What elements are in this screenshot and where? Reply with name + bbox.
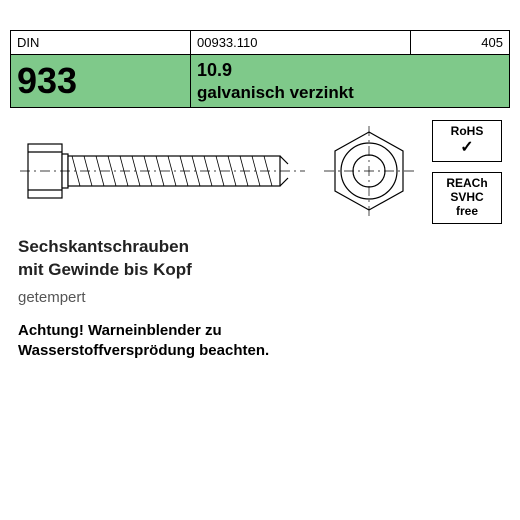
reach-badge: REACh SVHC free	[432, 172, 502, 223]
din-number: 933	[17, 63, 184, 99]
rohs-check-icon: ✓	[435, 139, 499, 157]
grade-finish-cell: 10.9 galvanisch verzinkt	[191, 55, 509, 107]
reach-line1: REACh	[435, 177, 499, 191]
product-card: DIN 00933.110 405 933 10.9 galvanisch ve…	[10, 30, 510, 410]
desc-line2: mit Gewinde bis Kopf	[18, 259, 192, 282]
desc-line1: Sechskantschrauben	[18, 236, 192, 259]
header-row: DIN 00933.110 405	[10, 30, 510, 54]
desc-line3: getempert	[18, 288, 192, 308]
reach-line3: free	[435, 205, 499, 219]
rohs-badge: RoHS ✓	[432, 120, 502, 162]
green-row: 933 10.9 galvanisch verzinkt	[10, 54, 510, 108]
product-code: 00933.110	[191, 31, 411, 54]
warning-line2: Wasserstoffversprödung beachten.	[18, 341, 269, 361]
compliance-badges: RoHS ✓ REACh SVHC free	[432, 120, 502, 224]
warning-block: Achtung! Warneinblender zu Wasserstoffve…	[18, 321, 269, 360]
right-code: 405	[411, 31, 509, 54]
bolt-head-hex-drawing	[324, 126, 414, 216]
strength-grade: 10.9	[197, 60, 503, 81]
din-label: DIN	[11, 31, 191, 54]
bolt-side-drawing	[20, 126, 310, 216]
reach-line2: SVHC	[435, 191, 499, 205]
rohs-label: RoHS	[435, 125, 499, 139]
warning-line1: Achtung! Warneinblender zu	[18, 321, 269, 341]
description-block: Sechskantschrauben mit Gewinde bis Kopf …	[18, 236, 192, 308]
din-number-cell: 933	[11, 55, 191, 107]
finish-text: galvanisch verzinkt	[197, 83, 503, 103]
body-area: RoHS ✓ REACh SVHC free Sechskantschraube…	[10, 108, 510, 368]
